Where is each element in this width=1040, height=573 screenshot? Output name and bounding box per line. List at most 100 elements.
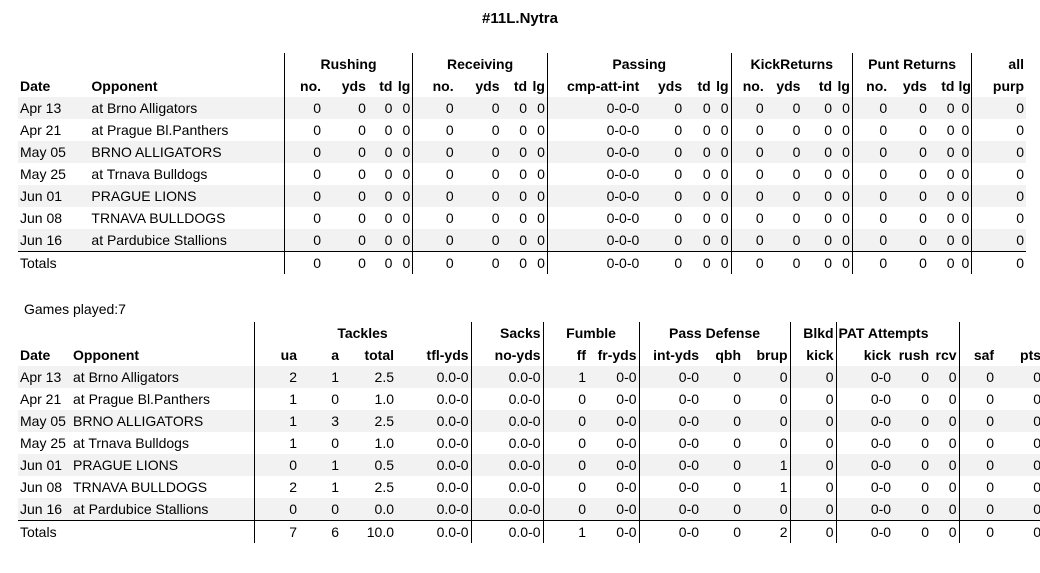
table-cell: 0: [702, 166, 711, 182]
table-cell: 0: [779, 391, 788, 407]
table-cell: 0.0-0: [436, 391, 469, 407]
table-cell: 0: [956, 141, 972, 163]
table-cell: Totals: [18, 251, 90, 274]
table-cell: 0-0: [638, 454, 702, 476]
column-header: kick: [835, 344, 894, 366]
table-row: May 25 at Trnava Bulldogs 1 0 1.0 0.0-0 0.0-0 0…: [18, 432, 1040, 454]
offense-stats-table: Rushing Receiving Passing KickReturns Pu…: [18, 53, 1026, 274]
table-cell: 0.0: [341, 498, 396, 521]
table-cell: [89, 251, 285, 274]
table-cell: 0: [412, 97, 456, 119]
table-cell: 0.0-0: [396, 366, 472, 388]
table-cell: at Prague Bl.Panthers: [73, 391, 210, 407]
table-cell: 0.0-0: [470, 366, 544, 388]
table-cell: 0: [501, 185, 530, 207]
group-rushing: Rushing: [283, 53, 413, 75]
table-cell: 0: [455, 229, 502, 252]
table-cell: 0: [996, 366, 1040, 388]
table-cell: 0: [712, 229, 732, 252]
table-cell: 0-0: [835, 410, 894, 432]
table-cell: 0-0: [835, 520, 894, 543]
table-cell: 0: [946, 210, 955, 226]
table-cell: BRNO ALLIGATORS: [89, 141, 285, 163]
table-cell: 0: [889, 141, 929, 163]
table-cell: 0: [674, 122, 683, 138]
table-cell: 0: [779, 435, 788, 451]
table-cell: 0: [701, 366, 744, 388]
table-cell: 0: [702, 210, 711, 226]
table-cell: 0: [921, 479, 930, 495]
table-cell: 0: [789, 432, 837, 454]
table-cell: 0: [299, 498, 341, 521]
table-cell: 0: [519, 210, 528, 226]
table-cell: 0: [834, 229, 853, 252]
table-cell: 0.0-0: [396, 498, 472, 521]
table-cell: 0: [730, 207, 766, 229]
table-cell: 0: [1033, 435, 1040, 451]
table-cell: 0: [851, 185, 890, 207]
table-cell: 0: [889, 251, 929, 274]
table-cell: 0: [529, 97, 548, 119]
column-header: lg: [397, 78, 411, 94]
column-header: td: [941, 78, 955, 94]
table-cell: 0: [283, 119, 324, 141]
column-header: td: [379, 78, 393, 94]
column-header: Date: [20, 78, 51, 94]
table-cell: 0: [851, 229, 890, 252]
table-cell: 0: [529, 229, 548, 252]
table-cell: 0: [956, 229, 972, 252]
table-cell: 0: [501, 97, 530, 119]
table-cell: PRAGUE LIONS: [71, 454, 254, 476]
column-header: ua: [253, 344, 299, 366]
table-cell: 0: [971, 163, 1026, 185]
table-cell: 2.5: [341, 366, 396, 388]
table-cell: 0: [931, 498, 960, 521]
table-cell: 0: [730, 229, 766, 252]
column-header: Opponent: [91, 78, 158, 94]
table-cell: 0.0-0: [470, 498, 544, 521]
table-cell: 0: [730, 119, 766, 141]
table-cell: May 05: [18, 410, 71, 432]
table-cell: 0: [283, 163, 324, 185]
table-cell: 0: [946, 166, 955, 182]
table-cell: 0: [529, 185, 548, 207]
table-cell: 1: [779, 479, 788, 495]
table-cell: Totals: [18, 520, 71, 543]
table-cell: 0.0-0: [470, 410, 544, 432]
table-cell: 0: [542, 388, 589, 410]
column-header: rush: [898, 347, 930, 363]
table-cell: 0: [684, 141, 713, 163]
table-cell: at Brno Alligators: [71, 366, 254, 388]
table-cell: 0: [948, 435, 957, 451]
table-cell: Apr 13: [18, 366, 71, 388]
table-cell: 0: [851, 119, 890, 141]
column-header: lg: [958, 78, 971, 94]
table-cell: 0: [412, 163, 456, 185]
table-cell: 0-0: [835, 432, 894, 454]
table-cell: 0: [412, 229, 456, 252]
table-cell: 0: [792, 166, 801, 182]
table-cell: Jun 08: [20, 479, 63, 495]
table-cell: 0: [684, 229, 713, 252]
table-cell: 0: [889, 185, 929, 207]
table-row: Jun 08 TRNAVA BULLDOGS 2 1 2.5 0.0-0 0.0-0 0 0-0…: [18, 476, 1040, 498]
table-cell: 0: [730, 97, 766, 119]
table-cell: 0: [802, 141, 835, 163]
table-cell: 0: [542, 410, 589, 432]
column-header: no.: [851, 75, 890, 97]
group-pat-attempts: PAT Attempts: [835, 322, 960, 344]
table-cell: 0: [394, 97, 413, 119]
table-cell: 0: [674, 210, 683, 226]
table-cell: 0.0-0: [470, 432, 544, 454]
table-cell: 0.0-0: [396, 520, 472, 543]
group-blkd: Blkd: [789, 322, 837, 344]
table-cell: 0: [824, 210, 833, 226]
table-cell: 0: [928, 185, 957, 207]
table-cell: 0: [948, 479, 957, 495]
table-cell: 0: [824, 122, 833, 138]
table-cell: 0: [789, 520, 837, 543]
column-header: qbh: [715, 347, 742, 363]
table-cell: 0: [893, 410, 932, 432]
table-cell: 0: [842, 122, 850, 138]
table-cell: 0: [958, 520, 997, 543]
